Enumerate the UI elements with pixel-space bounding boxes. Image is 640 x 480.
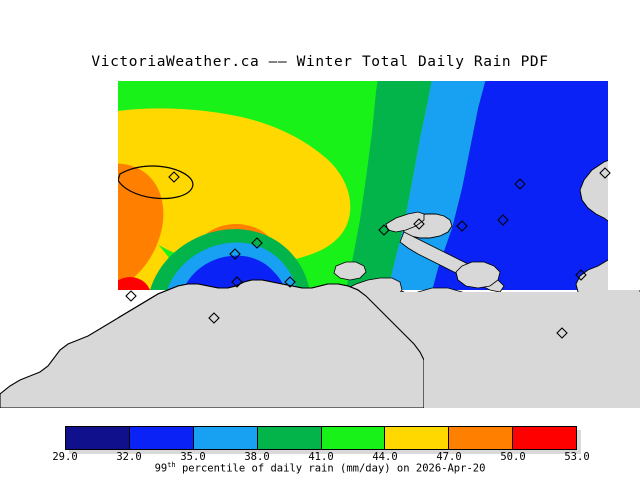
contour-map-svg xyxy=(0,78,640,408)
colorbar-tick-32.0: 32.0 xyxy=(116,451,142,463)
contour-band-47-50-west xyxy=(118,163,164,289)
contour-band-32-35-east xyxy=(432,81,608,290)
colorbar-tick-35.0: 35.0 xyxy=(180,451,206,463)
station-marker[interactable] xyxy=(125,290,137,302)
station-marker[interactable] xyxy=(497,214,509,226)
colorbar-segment-38.0-41.0[interactable] xyxy=(257,427,322,449)
map-canvas xyxy=(0,78,640,408)
station-marker[interactable] xyxy=(229,248,241,260)
station-marker[interactable] xyxy=(284,276,296,288)
colorbar-tick-50.0: 50.0 xyxy=(500,451,526,463)
colorbar-caption: 99th percentile of daily rain (mm/day) o… xyxy=(0,461,640,475)
page-title: VictoriaWeather.ca —— Winter Total Daily… xyxy=(91,54,549,70)
mask-right xyxy=(608,78,640,290)
station-marker[interactable] xyxy=(231,276,243,288)
station-marker[interactable] xyxy=(599,167,611,179)
station-markers xyxy=(125,167,611,339)
station-marker[interactable] xyxy=(456,220,468,232)
colorbar-segment-35.0-38.0[interactable] xyxy=(193,427,258,449)
caption-rest: percentile of daily rain (mm/day) on 202… xyxy=(175,462,486,475)
colorbar-tick-38.0: 38.0 xyxy=(244,451,270,463)
colorbar-segment-29.0-32.0[interactable] xyxy=(66,427,130,449)
colorbar-segment-50.0-53.0[interactable] xyxy=(513,427,576,449)
contour-band-50-53-maximum xyxy=(118,277,150,290)
colorbar-tick-47.0: 47.0 xyxy=(436,451,462,463)
land-island-inlet-cluster xyxy=(455,261,501,289)
colorbar xyxy=(65,426,581,454)
island-outline-west xyxy=(117,165,194,200)
land-island-green-band xyxy=(333,261,367,281)
caption-prefix: 99 xyxy=(154,462,168,475)
caption-superscript: th xyxy=(167,461,176,469)
mask-top xyxy=(0,78,640,81)
colorbar-segment-32.0-35.0[interactable] xyxy=(129,427,194,449)
station-marker[interactable] xyxy=(514,178,526,190)
landmass-outside-data xyxy=(0,279,640,408)
station-marker[interactable] xyxy=(575,269,587,281)
station-marker[interactable] xyxy=(208,312,220,324)
colorbar-segment-47.0-50.0[interactable] xyxy=(449,427,514,449)
colorbar-tick-53.0: 53.0 xyxy=(564,451,590,463)
colorbar-segment-44.0-47.0[interactable] xyxy=(385,427,450,449)
land-peninsula-tip-nw xyxy=(385,211,425,233)
contour-band-38-41-east xyxy=(345,81,432,290)
colorbar-tick-41.0: 41.0 xyxy=(308,451,334,463)
contour-band-44-47-main xyxy=(118,108,351,265)
land-southeast-fill xyxy=(424,292,640,408)
station-marker[interactable] xyxy=(168,171,180,183)
station-marker[interactable] xyxy=(556,327,568,339)
colorbar-segment-41.0-44.0[interactable] xyxy=(321,427,386,449)
colorbar-tick-44.0: 44.0 xyxy=(372,451,398,463)
colorbar-segments[interactable] xyxy=(65,426,577,450)
station-marker[interactable] xyxy=(413,218,425,230)
colorbar-tick-labels: 29.0 32.0 35.0 38.0 41.0 44.0 47.0 50.0 53.0 xyxy=(0,451,640,465)
colorbar-tick-29.0: 29.0 xyxy=(52,451,78,463)
station-marker[interactable] xyxy=(251,237,263,249)
station-marker[interactable] xyxy=(378,224,390,236)
